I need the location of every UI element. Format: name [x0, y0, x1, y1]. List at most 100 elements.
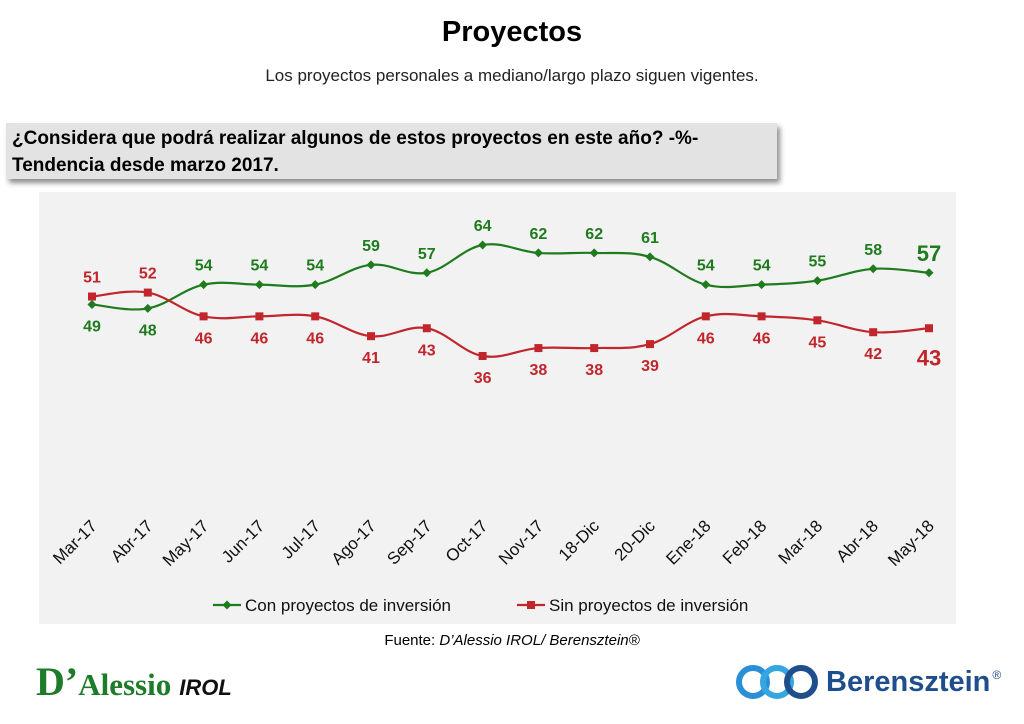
data-label: 58: [864, 242, 882, 259]
data-label: 46: [306, 330, 324, 347]
source-prefix: Fuente:: [384, 632, 440, 649]
data-label: 59: [362, 238, 380, 255]
legend-marker: [527, 601, 535, 609]
data-point: [701, 312, 710, 321]
data-label: 36: [474, 370, 492, 387]
data-label: 57: [917, 241, 941, 266]
x-tick-label: May-17: [159, 516, 213, 570]
data-label: 62: [585, 226, 603, 243]
legend-item-con-proyectos: Con proyectos de inversión: [213, 596, 451, 615]
data-label: 48: [139, 322, 157, 339]
x-tick-label: 18-Dic: [555, 516, 604, 565]
x-tick-label: Feb-18: [719, 516, 771, 568]
source-note: Fuente: D’Alessio IROL/ Berensztein®: [0, 632, 1024, 649]
data-label: 45: [809, 334, 827, 351]
data-label: 43: [418, 342, 436, 359]
x-tick-label: Ago-17: [328, 516, 380, 568]
legend-label: Con proyectos de inversión: [245, 596, 451, 615]
page-subtitle: Los proyectos personales a mediano/largo…: [265, 66, 759, 85]
data-label: 46: [753, 330, 771, 347]
question-line-2: Tendencia desde marzo 2017.: [12, 155, 279, 176]
data-label: 62: [530, 226, 548, 243]
data-point: [310, 280, 320, 290]
data-point: [311, 312, 320, 321]
data-point: [813, 316, 822, 325]
dalessio-logo: D’ Alessio IROL: [36, 658, 232, 704]
data-point: [199, 280, 209, 290]
data-label: 42: [864, 346, 882, 363]
data-point: [366, 260, 376, 270]
data-label: 46: [697, 330, 715, 347]
data-label: 61: [641, 230, 659, 247]
x-tick-label: Nov-17: [495, 516, 547, 568]
data-point: [422, 268, 432, 278]
data-point: [590, 344, 599, 353]
x-tick-label: 20-Dic: [611, 516, 660, 565]
legend-marker: [222, 600, 232, 610]
data-point: [478, 352, 487, 360]
data-label: 52: [139, 266, 157, 283]
x-tick-label: Sep-17: [383, 516, 435, 568]
dalessio-logo-irol: IROL: [179, 675, 232, 700]
berensztein-logo-reg: ®: [992, 668, 1002, 682]
data-point: [422, 324, 431, 333]
data-label: 38: [585, 362, 603, 379]
data-label: 39: [641, 358, 659, 375]
dalessio-logo-name: Alessio: [78, 667, 172, 702]
x-tick-label: Mar-17: [49, 516, 101, 568]
data-label: 41: [362, 350, 380, 367]
series-line: [91, 290, 930, 358]
question-line-1: ¿Considera que podrá realizar algunos de…: [12, 128, 699, 149]
data-point: [589, 248, 599, 258]
data-point: [868, 264, 878, 274]
line-chart: 49 48 54 54 54 59 57 64 62 62 61 54 54 55 58 57 51 52 46 46…: [49, 218, 941, 615]
data-label: 54: [251, 258, 269, 275]
data-point: [812, 276, 822, 286]
data-point: [87, 299, 97, 309]
data-point: [255, 312, 264, 321]
data-point: [143, 288, 152, 297]
data-label: 49: [83, 318, 101, 335]
data-point: [645, 252, 655, 262]
legend: Con proyectos de inversión Sin proyectos …: [213, 596, 748, 615]
data-point: [869, 328, 878, 337]
data-label: 54: [306, 258, 324, 275]
data-label: 64: [474, 218, 492, 235]
data-label: 43: [917, 345, 941, 370]
legend-label: Sin proyectos de inversión: [549, 596, 748, 615]
data-label: 57: [418, 246, 436, 263]
data-point: [533, 248, 543, 258]
data-label: 38: [530, 362, 548, 379]
data-label: 46: [195, 330, 213, 347]
x-tick-label: Jul-17: [278, 516, 324, 562]
series-con-proyectos: 49 48 54 54 54 59 57 64 62 62 61 54 54 55 58 57: [83, 218, 941, 339]
berensztein-mark-icon: [736, 665, 818, 699]
series-line: [91, 243, 930, 311]
data-point: [478, 240, 488, 250]
data-point: [757, 312, 766, 321]
data-label: 54: [753, 258, 771, 275]
data-point: [88, 292, 96, 301]
source-text: D’Alessio IROL/ Berensztein®: [439, 632, 640, 649]
data-label: 51: [83, 270, 101, 287]
berensztein-logo-name: Berensztein: [826, 665, 991, 698]
question-box: ¿Considera que podrá realizar algunos de…: [6, 123, 777, 179]
data-point: [367, 332, 375, 341]
data-point: [254, 280, 264, 290]
data-label: 55: [809, 254, 827, 271]
chart-area: 49 48 54 54 54 59 57 64 62 62 61 54 54 55 58 57 51 52 46 46…: [39, 192, 956, 624]
x-tick-label: Mar-18: [775, 516, 827, 568]
series-sin-proyectos: 51 52 46 46 46 41 43 36 38 38 39 46 46 45 42 43: [83, 266, 941, 387]
data-label: 54: [697, 258, 715, 275]
data-point: [925, 324, 933, 333]
legend-item-sin-proyectos: Sin proyectos de inversión: [517, 596, 748, 615]
x-tick-label: Ene-18: [662, 516, 714, 568]
data-point: [646, 340, 654, 349]
berensztein-logo: Berensztein ®: [736, 662, 1001, 702]
page-title: Proyectos: [441, 16, 583, 48]
x-tick-label: Abr-18: [833, 516, 883, 566]
data-point: [701, 280, 711, 290]
x-tick-label: Jun-17: [218, 516, 268, 566]
data-point: [143, 303, 153, 313]
x-tick-label: Abr-17: [107, 516, 157, 566]
